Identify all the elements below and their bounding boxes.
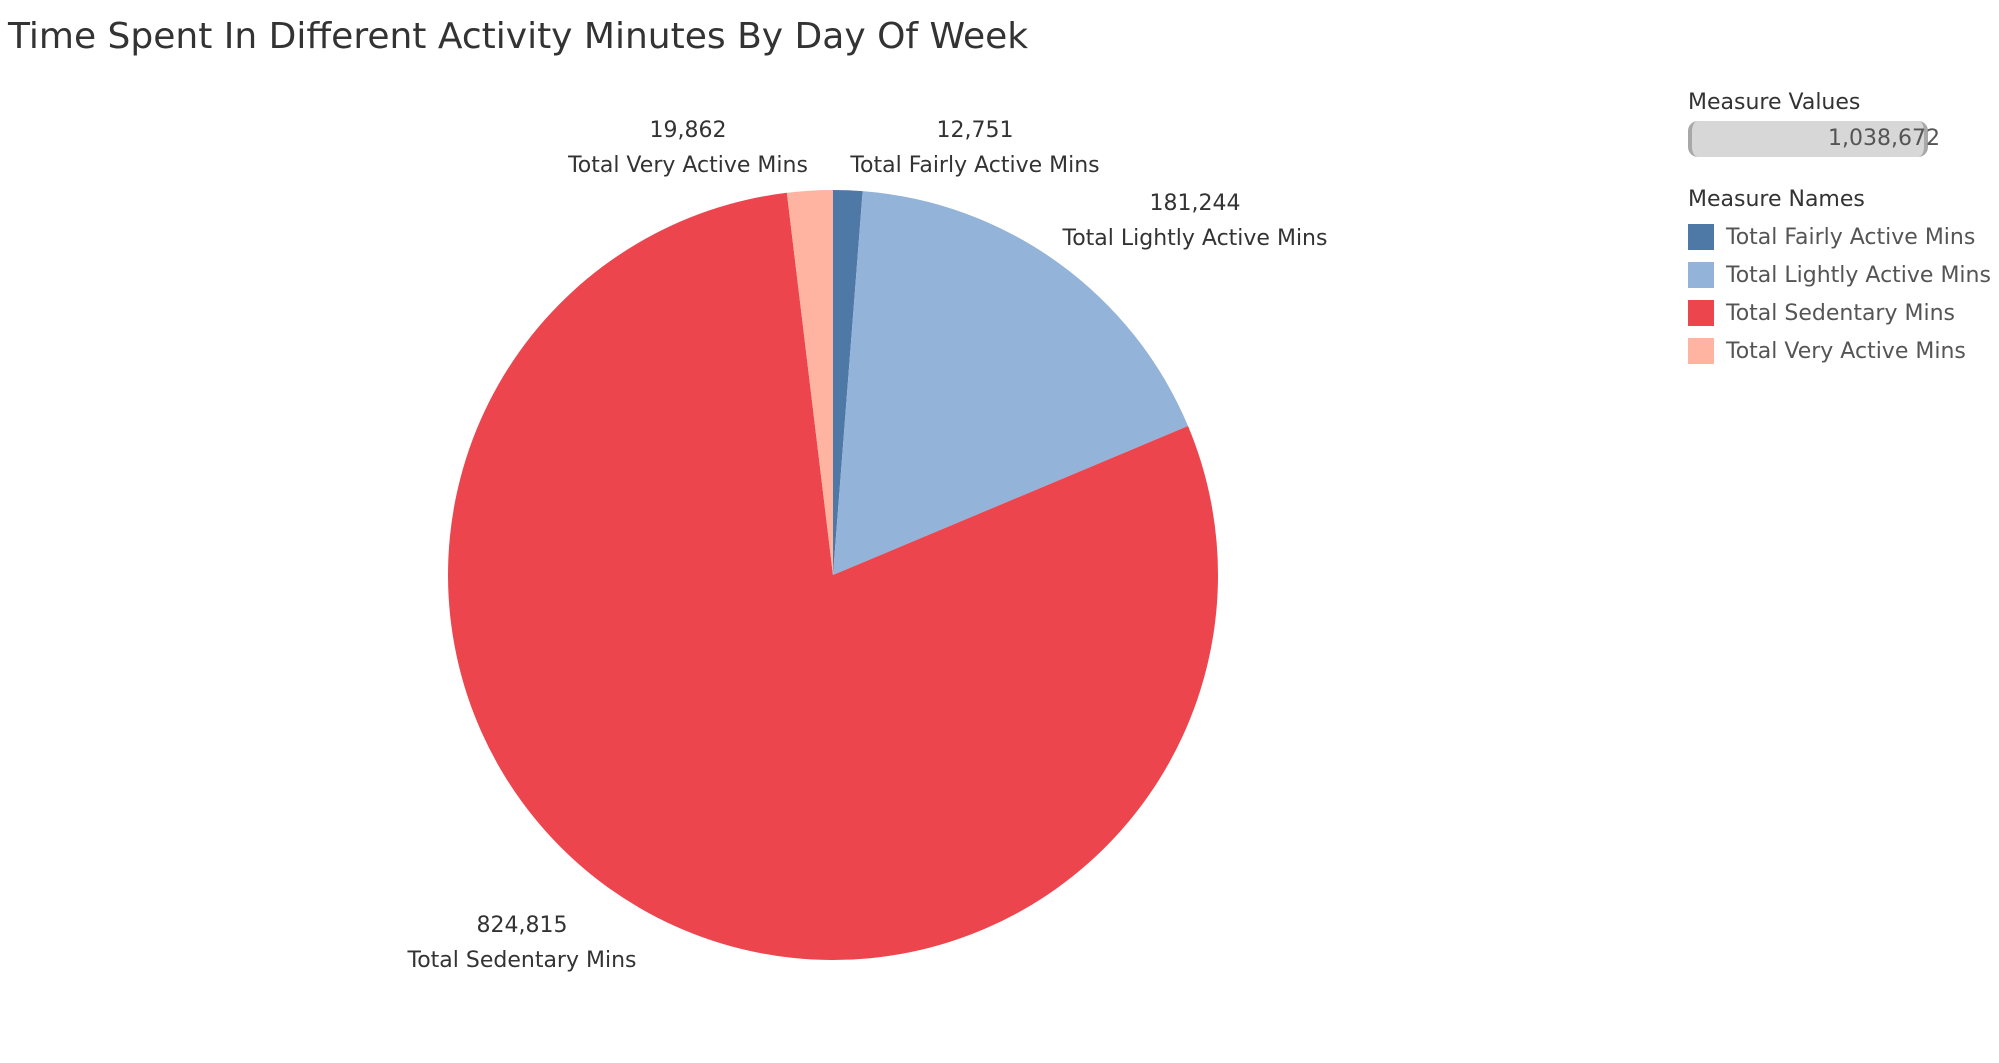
legend-swatch bbox=[1688, 262, 1714, 288]
legend-label: Total Lightly Active Mins bbox=[1726, 262, 1991, 288]
slice-label-group: 19,862 Total Very Active Mins bbox=[567, 118, 808, 178]
legend-label: Total Fairly Active Mins bbox=[1726, 224, 1976, 250]
pie-slice-total-fairly-active-mins[interactable] bbox=[833, 189, 863, 575]
pie-slice-total-lightly-active-mins[interactable] bbox=[833, 191, 1189, 575]
slice-name-label: Total Very Active Mins bbox=[567, 153, 808, 178]
legend-swatch bbox=[1688, 300, 1714, 326]
pie-slice-total-very-active-mins[interactable] bbox=[786, 190, 833, 575]
legend-item-very-active[interactable]: Total Very Active Mins bbox=[1688, 332, 1988, 370]
slice-name-label: Total Lightly Active Mins bbox=[1062, 226, 1328, 251]
slice-name-label: Total Fairly Active Mins bbox=[849, 153, 1099, 178]
legend: Measure Values 1,038,672 Measure Names T… bbox=[1688, 90, 1991, 370]
legend-item-lightly-active[interactable]: Total Lightly Active Mins bbox=[1688, 256, 1991, 294]
pie-slice-total-sedentary-mins[interactable] bbox=[448, 192, 1219, 961]
slice-label-group: 12,751 Total Fairly Active Mins bbox=[849, 118, 1099, 178]
legend-item-sedentary[interactable]: Total Sedentary Mins bbox=[1688, 294, 1988, 332]
legend-swatch bbox=[1688, 338, 1714, 364]
legend-label: Total Very Active Mins bbox=[1726, 338, 1966, 364]
legend-label: Total Sedentary Mins bbox=[1726, 300, 1955, 326]
measure-names-heading: Measure Names bbox=[1688, 187, 1865, 212]
legend-item-fairly-active[interactable]: Total Fairly Active Mins bbox=[1688, 218, 1988, 256]
slice-label-group: 181,244 Total Lightly Active Mins bbox=[1062, 191, 1328, 251]
measure-values-bar[interactable]: 1,038,672 bbox=[1688, 121, 1940, 157]
slice-value-label: 19,862 bbox=[650, 118, 727, 143]
slice-value-label: 181,244 bbox=[1150, 191, 1241, 216]
slice-name-label: Total Sedentary Mins bbox=[407, 948, 637, 973]
slice-label-group: 824,815 Total Sedentary Mins bbox=[407, 913, 637, 973]
measure-values-heading: Measure Values bbox=[1688, 90, 1861, 115]
measure-values-total: 1,038,672 bbox=[1828, 126, 1940, 151]
slice-value-label: 12,751 bbox=[937, 118, 1014, 143]
slice-value-label: 824,815 bbox=[477, 913, 568, 938]
legend-list: Total Fairly Active Mins Total Lightly A… bbox=[1688, 218, 1991, 370]
legend-swatch bbox=[1688, 224, 1714, 250]
chart-title: Time Spent In Different Activity Minutes… bbox=[8, 16, 1029, 57]
